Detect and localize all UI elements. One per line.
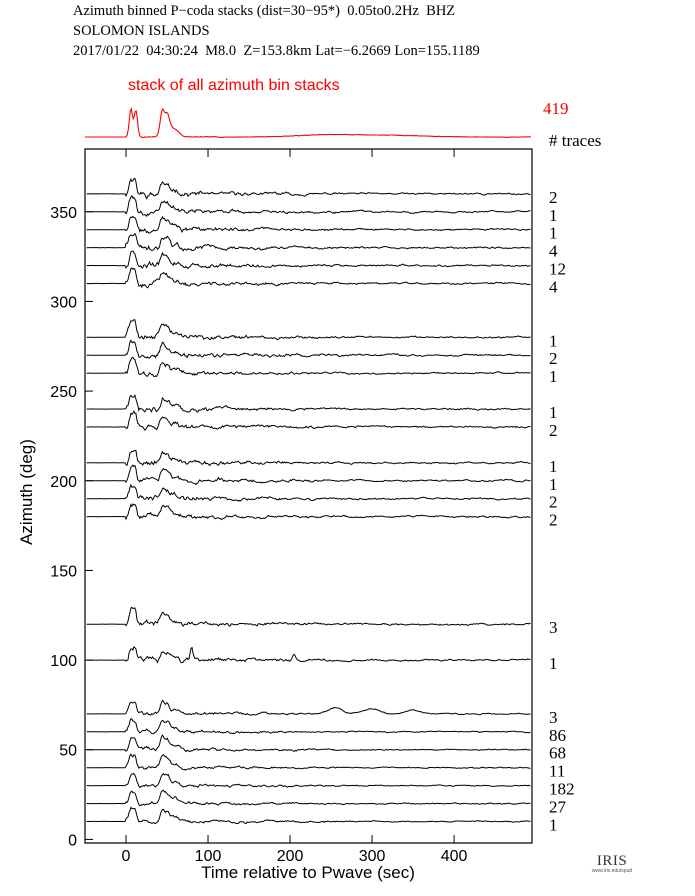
y-tick-label: 0 bbox=[68, 832, 77, 849]
trace-group bbox=[86, 177, 531, 825]
header-region: SOLOMON ISLANDS bbox=[73, 23, 210, 39]
azimuth-trace bbox=[86, 250, 531, 270]
x-tick-label: 0 bbox=[122, 848, 131, 865]
azimuth-trace bbox=[86, 232, 531, 252]
azimuth-trace bbox=[86, 772, 531, 789]
azimuth-trace bbox=[86, 606, 531, 628]
trace-count-label: 1 bbox=[549, 475, 558, 494]
azimuth-trace bbox=[86, 806, 531, 825]
y-axis: 0 50 100 150 200 250 300 350 bbox=[50, 205, 93, 849]
azimuth-trace bbox=[86, 215, 531, 234]
trace-count-column-label: # traces bbox=[549, 131, 601, 150]
azimuth-trace bbox=[86, 503, 531, 521]
overall-stack-panel: stack of all azimuth bin stacks 419 # tr… bbox=[85, 77, 601, 150]
y-tick-label: 50 bbox=[59, 743, 77, 760]
azimuth-trace bbox=[86, 356, 531, 378]
trace-count-label: 2 bbox=[549, 493, 558, 512]
y-tick-label: 200 bbox=[50, 474, 77, 491]
iris-logo-text: IRIS bbox=[596, 853, 628, 869]
x-tick-label: 200 bbox=[277, 848, 304, 865]
x-axis: 0 100 200 300 400 bbox=[122, 149, 468, 865]
trace-count-label: 2 bbox=[549, 421, 558, 440]
trace-count-label: 1 bbox=[549, 367, 558, 386]
overall-stack-count: 419 bbox=[543, 99, 569, 118]
y-axis-label: Azimuth (deg) bbox=[17, 439, 36, 545]
x-tick-label: 400 bbox=[441, 848, 468, 865]
azimuth-trace bbox=[86, 699, 531, 716]
azimuth-trace bbox=[86, 753, 531, 771]
trace-count-label: 1 bbox=[549, 206, 558, 225]
trace-count-label: 12 bbox=[549, 260, 566, 279]
y-tick-label: 350 bbox=[50, 205, 77, 222]
trace-count-label: 182 bbox=[549, 780, 575, 799]
iris-logo: IRIS www.iris.edu/spud bbox=[588, 853, 636, 874]
y-tick-label: 150 bbox=[50, 563, 77, 580]
azimuth-trace bbox=[86, 789, 531, 807]
header-event-info: 2017/01/22 04:30:24 M8.0 Z=153.8km Lat=−… bbox=[73, 43, 480, 59]
azimuth-trace bbox=[86, 267, 531, 289]
azimuth-trace bbox=[86, 464, 531, 486]
plot-frame bbox=[84, 148, 533, 844]
azimuth-trace bbox=[86, 410, 531, 431]
trace-count-label: 11 bbox=[549, 762, 565, 781]
x-axis-label: Time relative to Pwave (sec) bbox=[201, 863, 415, 882]
trace-count-label: 2 bbox=[549, 188, 558, 207]
y-tick-label: 300 bbox=[50, 294, 77, 311]
trace-count-label: 3 bbox=[549, 618, 558, 637]
azimuth-trace bbox=[86, 718, 531, 735]
trace-count-label: 1 bbox=[549, 224, 558, 243]
azimuth-trace bbox=[86, 734, 531, 753]
trace-count-label: 1 bbox=[549, 457, 558, 476]
overall-stack-trace bbox=[85, 107, 531, 139]
trace-count-label: 2 bbox=[549, 511, 558, 530]
azimuth-trace bbox=[86, 339, 531, 359]
overall-stack-title: stack of all azimuth bin stacks bbox=[128, 77, 340, 94]
iris-logo-subtext: www.iris.edu/spud bbox=[591, 868, 633, 874]
azimuth-trace bbox=[86, 177, 531, 200]
azimuth-trace bbox=[86, 319, 531, 341]
trace-count-label: 4 bbox=[549, 277, 558, 296]
trace-count-label: 3 bbox=[549, 708, 558, 727]
header-title: Azimuth binned P−coda stacks (dist=30−95… bbox=[73, 3, 456, 19]
trace-count-label: 1 bbox=[549, 815, 558, 834]
azimuth-trace bbox=[86, 449, 531, 467]
trace-count-label: 86 bbox=[549, 726, 566, 745]
y-tick-label: 250 bbox=[50, 384, 77, 401]
trace-count-label: 4 bbox=[549, 242, 558, 261]
x-tick-label: 100 bbox=[195, 848, 222, 865]
trace-count-label: 2 bbox=[549, 349, 558, 368]
azimuth-trace bbox=[86, 645, 531, 664]
trace-count-label: 27 bbox=[549, 798, 567, 817]
trace-count-label: 1 bbox=[549, 403, 558, 422]
y-tick-label: 100 bbox=[50, 653, 77, 670]
trace-count-label: 1 bbox=[549, 654, 558, 673]
trace-count-label: 1 bbox=[549, 331, 558, 350]
azimuth-trace bbox=[86, 483, 531, 502]
azimuth-trace bbox=[86, 194, 531, 218]
x-tick-label: 300 bbox=[359, 848, 386, 865]
trace-count-label: 68 bbox=[549, 744, 566, 763]
azimuth-trace bbox=[86, 394, 531, 413]
